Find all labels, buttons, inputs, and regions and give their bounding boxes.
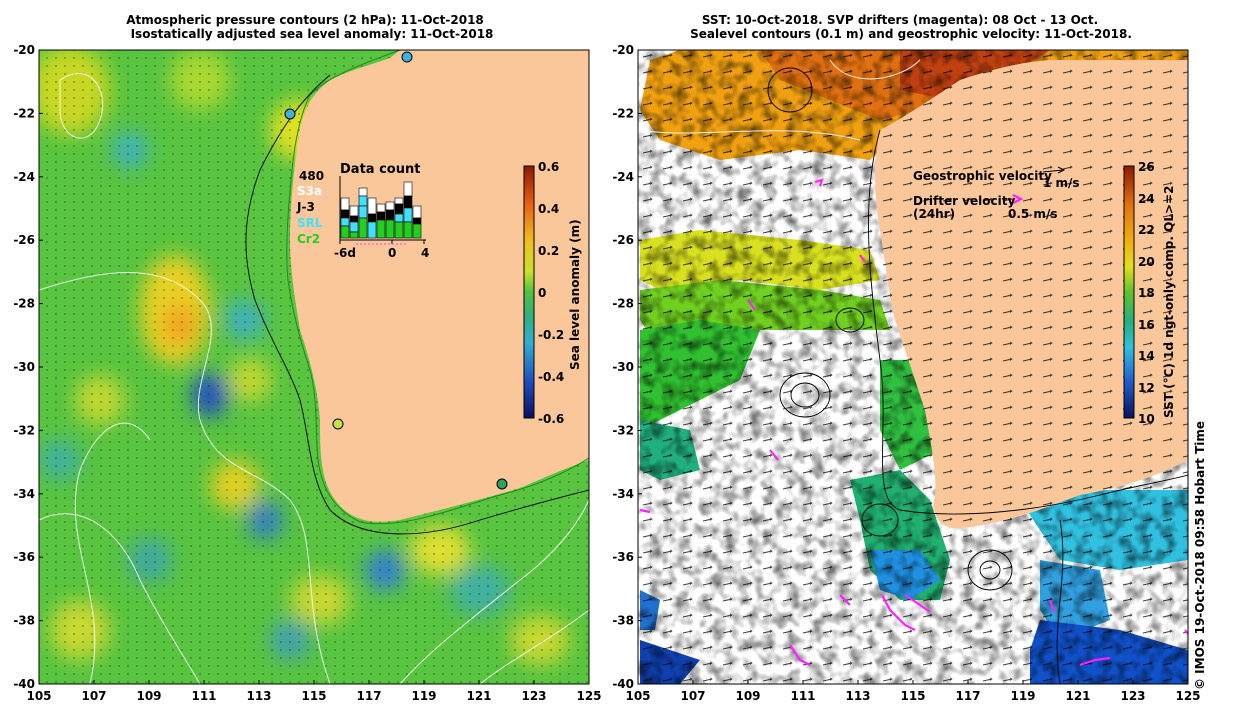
sst-colorbar-ticks: 26 24 22 20 18 16 14 12 10	[1138, 160, 1162, 430]
left-y-tick: -38	[13, 614, 35, 628]
left-x-tick: 119	[411, 689, 436, 703]
legend-srl: SRL	[297, 216, 323, 230]
left-y-tick: -30	[13, 360, 35, 374]
sla-colorbar-tick: -0.2	[538, 328, 565, 342]
left-title-line1: Atmospheric pressure contours (2 hPa): 1…	[126, 13, 484, 27]
right-y-tick: -28	[612, 297, 634, 311]
left-y-tick: -40	[13, 677, 35, 691]
sst-colorbar-tick: 12	[1138, 380, 1155, 395]
left-x-tick: 113	[246, 689, 271, 703]
left-x-tick: 111	[191, 689, 216, 703]
credit-text: © IMOS 19-Oct-2018 09:58 Hobart Time	[1193, 420, 1207, 690]
left-y-tick: -22	[13, 106, 35, 120]
right-x-tick: 119	[1010, 689, 1035, 703]
drifter-velocity-label: Drifter velocity	[913, 194, 1016, 208]
left-map: 105 107 109 111 113 115 117 119 121 123 125 -20 -22 -…	[13, 43, 601, 703]
data-count-tick-right: 4	[421, 246, 430, 260]
right-x-tick: 107	[680, 689, 705, 703]
sst-colorbar-tick: 20	[1138, 254, 1155, 269]
right-x-tick: 105	[625, 689, 650, 703]
data-count-tick-mid: 0	[388, 246, 397, 260]
left-y-tick: -36	[13, 550, 35, 564]
sla-colorbar-tick: 0.4	[538, 202, 560, 216]
left-x-tick: 105	[26, 689, 51, 703]
right-x-tick: 113	[845, 689, 870, 703]
left-x-tick: 115	[301, 689, 326, 703]
right-x-tick: 117	[955, 689, 980, 703]
right-x-tick: 121	[1065, 689, 1090, 703]
sla-colorbar-tick: 0.6	[538, 160, 560, 174]
legend-j3: J-3	[297, 200, 315, 214]
right-y-tick: -26	[612, 233, 634, 247]
left-x-tick: 107	[81, 689, 106, 703]
sla-colorbar-ticks: 0.6 0.4 0.2 0 -0.2 -0.4 -0.6	[538, 160, 578, 430]
left-y-tick: -20	[13, 43, 35, 57]
sst-colorbar-tick: 24	[1138, 191, 1155, 206]
sst-colorbar-label: SST (°C) 1d ngt-only comp. QL>=2	[1162, 185, 1176, 418]
right-title-line2: Sealevel contours (0.1 m) and geostrophi…	[690, 27, 1132, 41]
right-y-tick: -38	[612, 614, 634, 628]
right-y-tick: -22	[612, 106, 634, 120]
right-y-tick: -36	[612, 550, 634, 564]
left-x-tick: 123	[521, 689, 546, 703]
right-x-tick: 125	[1175, 689, 1200, 703]
left-x-tick: 121	[466, 689, 491, 703]
sst-colorbar-tick: 14	[1138, 349, 1155, 363]
right-y-tick: -30	[612, 360, 634, 374]
sst-colorbar-tick: 10	[1138, 412, 1155, 426]
left-y-tick: -26	[13, 233, 35, 247]
legend-cr2: Cr2	[297, 232, 321, 246]
right-x-tick: 123	[1120, 689, 1145, 703]
left-y-tick: -34	[13, 487, 35, 501]
left-x-tick: 117	[356, 689, 381, 703]
left-title-line2: Isostatically adjusted sea level anomaly…	[130, 27, 494, 41]
sst-colorbar-tick: 16	[1138, 317, 1155, 332]
left-x-tick: 109	[136, 689, 161, 703]
sla-colorbar-tick: 0.2	[538, 244, 560, 258]
geo-velocity-label: Geostrophic velocity	[913, 169, 1052, 183]
drifter-velocity-sub: (24hr)	[913, 207, 956, 221]
sla-colorbar	[523, 165, 535, 419]
data-count-title: Data count	[340, 162, 421, 177]
right-y-tick: -40	[612, 677, 634, 691]
left-x-tick: 125	[576, 689, 601, 703]
sst-colorbar-tick: 26	[1138, 160, 1155, 174]
right-y-tick: -24	[612, 170, 634, 184]
legend-s3a: S3a	[297, 184, 323, 198]
sst-colorbar	[1123, 165, 1135, 419]
left-y-tick: -24	[13, 170, 35, 184]
sst-colorbar-tick: 18	[1138, 286, 1155, 300]
left-y-tick: -32	[13, 423, 35, 437]
right-y-tick: -20	[612, 43, 634, 57]
sla-colorbar-tick: -0.6	[538, 412, 565, 426]
right-title-line1: SST: 10-Oct-2018. SVP drifters (magenta)…	[701, 13, 1099, 27]
right-y-tick: -34	[612, 487, 634, 501]
drifter-velocity-scale: 0.5 m/s	[1008, 207, 1058, 221]
left-y-tick: -28	[13, 297, 35, 311]
sla-colorbar-tick: -0.4	[538, 370, 565, 384]
geo-velocity-scale: 1 m/s	[1043, 176, 1080, 190]
sst-colorbar-tick: 22	[1138, 223, 1155, 237]
right-x-tick: 115	[900, 689, 925, 703]
sla-colorbar-tick: 0	[538, 286, 547, 300]
data-count-total: 480	[299, 169, 325, 183]
data-count-chart	[339, 176, 426, 245]
right-y-tick: -32	[612, 423, 634, 437]
right-x-tick: 109	[735, 689, 760, 703]
right-x-tick: 111	[790, 689, 815, 703]
data-count-tick-left: -6d	[334, 246, 356, 260]
